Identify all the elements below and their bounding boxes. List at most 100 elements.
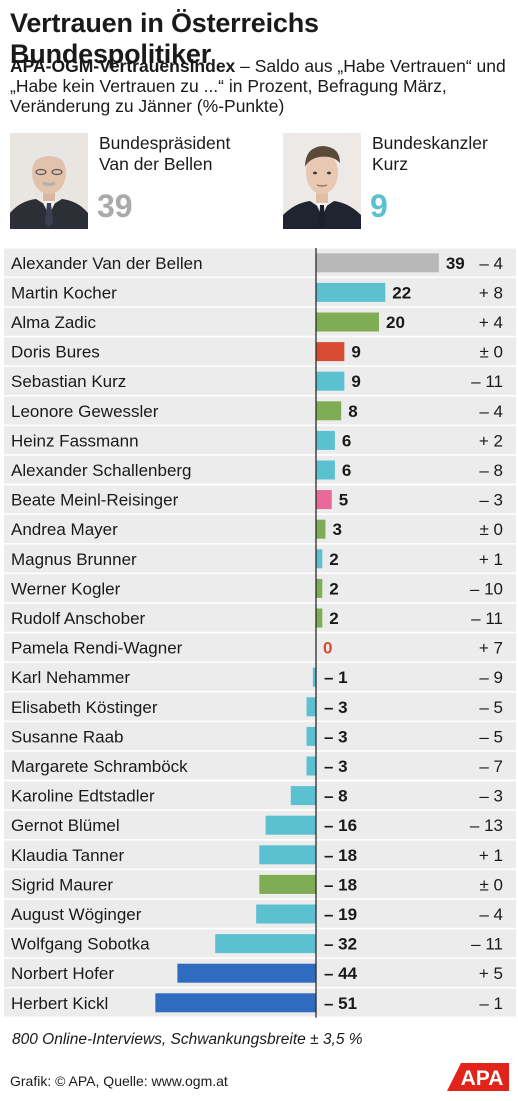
change-label: + 5	[479, 964, 503, 983]
featured-president-caption: Bundespräsident Van der Bellen	[99, 133, 230, 175]
value-label: – 3	[324, 698, 348, 717]
chart-row: Alexander Van der Bellen 39 – 4	[4, 248, 516, 278]
bar	[316, 371, 345, 391]
category-label: Werner Kogler	[11, 579, 121, 598]
row-background	[4, 307, 516, 336]
change-label: – 4	[479, 402, 503, 421]
chart-row: Andrea Mayer 3 ± 0	[4, 514, 516, 544]
value-label: 22	[392, 283, 411, 302]
row-background	[4, 514, 516, 543]
row-background	[4, 692, 516, 721]
chart-row: Magnus Brunner 2 + 1	[4, 544, 516, 574]
value-label: – 18	[324, 875, 357, 894]
category-label: Alma Zadic	[11, 313, 97, 332]
chart-row: Sebastian Kurz 9 – 11	[4, 366, 516, 396]
category-label: Pamela Rendi-Wagner	[11, 639, 183, 658]
row-background	[4, 396, 516, 425]
change-label: + 8	[479, 283, 503, 302]
value-label: – 32	[324, 935, 357, 954]
row-background	[4, 751, 516, 780]
bar	[290, 786, 316, 806]
chart-row: Beate Meinl-Reisinger 5 – 3	[4, 485, 516, 515]
chart-row: Karoline Edtstadler – 8 – 3	[4, 781, 516, 811]
apa-logo: APA	[447, 1063, 509, 1091]
row-background	[4, 366, 516, 395]
change-label: + 2	[479, 431, 503, 450]
change-label: – 4	[479, 254, 503, 273]
value-label: – 3	[324, 757, 348, 776]
chart-row: Werner Kogler 2 – 10	[4, 574, 516, 604]
category-label: Elisabeth Köstinger	[11, 698, 158, 717]
chart-row: Susanne Raab – 3 – 5	[4, 722, 516, 752]
change-label: + 1	[479, 550, 503, 569]
bar	[259, 845, 316, 865]
chart-row: Margarete Schramböck – 3 – 7	[4, 751, 516, 781]
category-label: Sebastian Kurz	[11, 372, 126, 391]
featured-chancellor-role: Bundeskanzler	[372, 133, 488, 153]
bar	[316, 578, 323, 598]
bar	[316, 282, 386, 302]
chart-row: Herbert Kickl – 51 – 1	[4, 988, 516, 1018]
change-label: – 1	[479, 994, 503, 1013]
value-label: 3	[332, 520, 341, 539]
bar	[316, 342, 345, 362]
bar	[259, 874, 316, 894]
value-label: 5	[339, 491, 348, 510]
change-label: + 1	[479, 846, 503, 865]
category-label: Karoline Edtstadler	[11, 787, 155, 806]
change-label: ± 0	[479, 343, 503, 362]
row-background	[4, 278, 516, 307]
bar	[215, 934, 316, 954]
change-label: – 9	[479, 668, 503, 687]
chart-row: Martin Kocher 22 + 8	[4, 278, 516, 308]
footnote: 800 Online-Interviews, Schwankungsbreite…	[12, 1031, 363, 1048]
change-label: – 7	[479, 757, 503, 776]
bar	[256, 904, 316, 924]
row-background	[4, 722, 516, 751]
chart-row: Heinz Fassmann 6 + 2	[4, 426, 516, 456]
change-label: – 10	[470, 579, 503, 598]
change-label: – 11	[471, 935, 503, 954]
source-credit: Grafik: © APA, Quelle: www.ogm.at	[10, 1073, 228, 1089]
change-label: – 3	[479, 491, 503, 510]
chart-row: Rudolf Anschober 2 – 11	[4, 603, 516, 633]
featured-president-name: Van der Bellen	[99, 154, 213, 174]
value-label: – 8	[324, 787, 348, 806]
featured-president-role: Bundespräsident	[99, 133, 231, 153]
bar	[316, 312, 379, 332]
bar	[316, 490, 332, 510]
chart-title: Vertrauen in Österreichs Bundespolitiker	[10, 8, 319, 69]
chart-row: Norbert Hofer – 44 + 5	[4, 958, 516, 988]
value-label: 8	[348, 402, 357, 421]
row-background	[4, 633, 516, 662]
chart-row: Sigrid Maurer – 18 ± 0	[4, 870, 516, 900]
portrait-van-der-bellen	[10, 133, 88, 229]
row-background	[4, 485, 516, 514]
category-label: Klaudia Tanner	[11, 846, 124, 865]
row-background	[4, 455, 516, 484]
category-label: Alexander Van der Bellen	[11, 254, 203, 273]
chart-row: Pamela Rendi-Wagner 0 + 7	[4, 633, 516, 663]
value-label: 2	[329, 550, 338, 569]
bar	[316, 519, 326, 539]
chart-row: Leonore Gewessler 8 – 4	[4, 396, 516, 426]
portrait-kurz	[283, 133, 361, 229]
change-label: ± 0	[479, 520, 503, 539]
chart-row: Alexander Schallenberg 6 – 8	[4, 455, 516, 485]
category-label: Andrea Mayer	[11, 520, 118, 539]
row-background	[4, 603, 516, 632]
chart-subtitle: APA-OGM-Vertrauensindex – Saldo aus „Hab…	[10, 56, 510, 116]
subtitle-index-name: APA-OGM-Vertrauensindex	[10, 56, 236, 76]
category-label: Alexander Schallenberg	[11, 461, 192, 480]
value-label: 2	[329, 609, 338, 628]
chart-row: Klaudia Tanner – 18 + 1	[4, 840, 516, 870]
change-label: – 5	[479, 698, 503, 717]
value-label: 20	[386, 313, 405, 332]
category-label: Rudolf Anschober	[11, 609, 146, 628]
value-label: 0	[323, 639, 332, 658]
category-label: Magnus Brunner	[11, 550, 137, 569]
featured-chancellor-value: 9	[370, 188, 388, 224]
row-background	[4, 781, 516, 810]
category-label: Norbert Hofer	[11, 964, 114, 983]
